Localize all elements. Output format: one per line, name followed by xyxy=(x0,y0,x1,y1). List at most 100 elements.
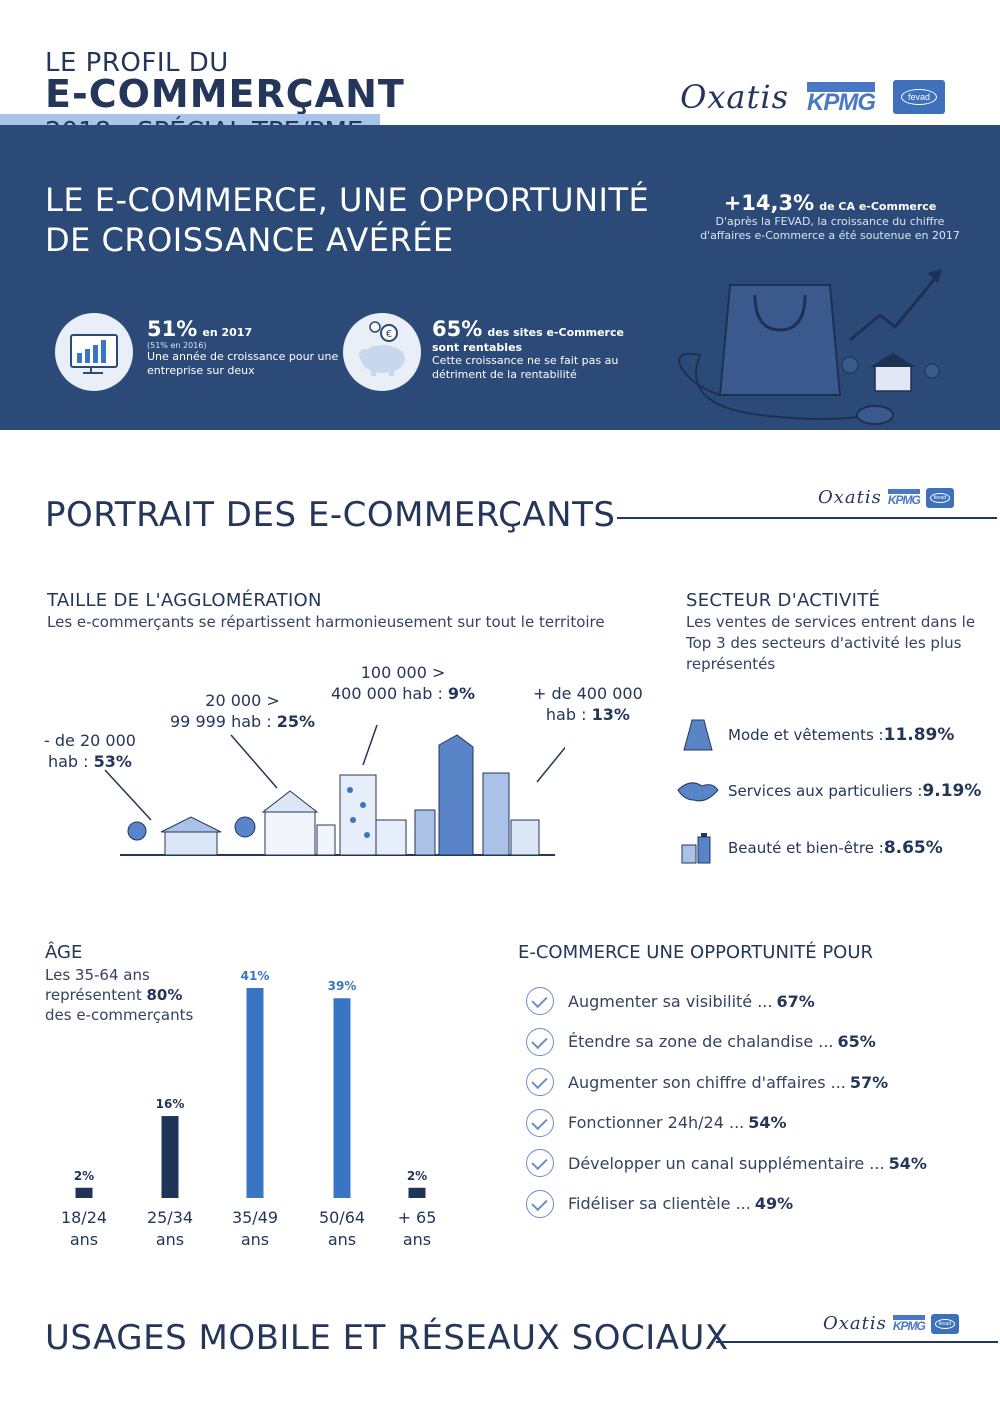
opportunity-label: Fidéliser sa clientèle ... xyxy=(568,1194,751,1213)
section-title-mobile: USAGES MOBILE ET RÉSEAUX SOCIAUX xyxy=(45,1318,729,1358)
stat2-value: 65% xyxy=(432,317,483,341)
sector-item: Mode et vêtements : 11.89% xyxy=(676,718,954,752)
agglo-label-line2: hab : xyxy=(47,752,94,771)
age-text: Les 35-64 ans représentent 80% des e-com… xyxy=(45,965,205,1025)
opportunity-label: Étendre sa zone de chalandise ... xyxy=(568,1032,834,1051)
agglo-label-line2: 99 999 hab : xyxy=(170,712,277,731)
age-category-label: ans xyxy=(70,1230,98,1249)
agglo-label-value: 53% xyxy=(93,752,132,771)
stat-revenue-growth: +14,3% de CA e-Commerce D'après la FEVAD… xyxy=(700,191,960,243)
agglo-label-line1: - de 20 000 xyxy=(44,731,136,750)
header: LE PROFIL DU E-COMMERÇANT 2018 - SPÉCIAL… xyxy=(0,0,1000,150)
opportunity-value: 57% xyxy=(849,1072,889,1092)
opportunity-item: Fonctionner 24h/24 ... 54% xyxy=(526,1108,787,1137)
age-category-label: 50/64 xyxy=(319,1208,365,1227)
mini-partner-logos: Oxatis KPMG fevad xyxy=(823,1313,959,1334)
mini-partner-logos: Oxatis KPMG fevad xyxy=(818,487,954,508)
age-bar xyxy=(246,988,264,1198)
check-circle-icon xyxy=(526,1068,554,1096)
agglo-label-value: 9% xyxy=(447,684,476,703)
oxatis-logo: Oxatis xyxy=(680,78,789,116)
stat1-suffix: en 2017 xyxy=(202,326,253,339)
opportunity-value: 49% xyxy=(754,1194,794,1213)
section-title-portrait: PORTRAIT DES E-COMMERÇANTS xyxy=(45,495,616,535)
agglo-label-small: - de 20 000 hab : 53% xyxy=(44,730,136,772)
sector-label: Beauté et bien-être : xyxy=(728,839,884,857)
sector-item: Beauté et bien-être : 8.65% xyxy=(676,831,943,865)
svg-text:€: € xyxy=(386,329,392,340)
opportunity-label: Augmenter son chiffre d'affaires ... xyxy=(568,1072,846,1092)
age-category-label: ans xyxy=(328,1230,356,1249)
agglo-text: Les e-commerçants se répartissent harmon… xyxy=(47,613,605,631)
stat-growth-companies: 51% en 2017 (51% en 2016) Une année de c… xyxy=(147,317,347,378)
fevad-logo-text: fevad xyxy=(900,89,938,105)
oxatis-logo: Oxatis xyxy=(823,1313,887,1334)
growth-title: LE E-COMMERCE, UNE OPPORTUNITÉ DE CROISS… xyxy=(45,180,649,260)
age-bar xyxy=(408,1187,426,1198)
kpmg-logo: KPMG xyxy=(807,81,876,114)
fevad-logo-text: fevad xyxy=(929,492,950,503)
sector-label: Mode et vêtements : xyxy=(728,726,884,744)
age-bar-chart: 2% 18/24 ans 16% 25/34 ans 41% 35/49 ans 39% 50/64… xyxy=(61,969,437,1249)
opportunity-label: Fonctionner 24h/24 ... xyxy=(568,1113,745,1132)
opportunity-item: Fidéliser sa clientèle ... 49% xyxy=(526,1189,794,1218)
age-category-label: 18/24 xyxy=(61,1208,107,1227)
agglo-heading: TAILLE DE L'AGGLOMÉRATION xyxy=(47,590,322,611)
growth-title-line2: DE CROISSANCE AVÉRÉE xyxy=(45,221,454,259)
stat-profitable-sites: 65% des sites e-Commerce sont rentables … xyxy=(432,317,652,382)
age-bar-value-label: 2% xyxy=(407,1169,427,1183)
stat1-text: Une année de croissance pour une entrepr… xyxy=(147,350,339,377)
agglo-label-metro: + de 400 000 hab : 13% xyxy=(533,683,643,725)
opportunity-value: 67% xyxy=(776,991,815,1011)
kpmg-logo: KPMG xyxy=(892,1315,926,1332)
check-circle-icon xyxy=(526,1108,554,1137)
stat3-suffix: de CA e-Commerce xyxy=(819,200,937,213)
agglo-label-line1: 20 000 > xyxy=(205,691,280,710)
age-category-label: 35/49 xyxy=(232,1208,278,1227)
stat2-text: Cette croissance ne se fait pas au détri… xyxy=(432,354,619,381)
opportunity-value: 54% xyxy=(888,1153,927,1173)
growth-band: LE E-COMMERCE, UNE OPPORTUNITÉ DE CROISS… xyxy=(0,125,1000,430)
age-bar-value-label: 2% xyxy=(74,1169,94,1183)
agglo-label-value: 13% xyxy=(591,705,630,724)
fevad-logo-text: fevad xyxy=(934,1318,955,1329)
opportunity-item: Augmenter sa visibilité ... 67% xyxy=(526,987,815,1015)
check-circle-icon xyxy=(526,1149,554,1177)
handshake-icon xyxy=(677,782,719,802)
agglo-label-value: 25% xyxy=(276,712,316,731)
opportunity-item: Augmenter son chiffre d'affaires ... 57% xyxy=(526,1068,888,1096)
stat3-value: +14,3% xyxy=(723,191,815,215)
fevad-logo: fevad xyxy=(925,487,954,508)
sector-value: 11.89% xyxy=(883,725,955,745)
stat1-note: (51% en 2016) xyxy=(147,341,207,350)
agglo-label-line2: 400 000 hab : xyxy=(331,684,448,703)
sector-item: Services aux particuliers : 9.19% xyxy=(676,774,981,808)
check-circle-icon xyxy=(526,1189,554,1218)
fevad-logo: fevad xyxy=(930,1313,959,1334)
age-text-before: Les 35-64 ans représentent xyxy=(45,966,150,1004)
stat1-value: 51% xyxy=(147,317,198,341)
sector-label: Services aux particuliers : xyxy=(728,782,923,800)
opportunity-value: 65% xyxy=(837,1032,876,1051)
header-title-line1: LE PROFIL DU xyxy=(45,48,229,78)
check-circle-icon xyxy=(526,1027,554,1056)
stat2-suffix: des sites e-Commerce xyxy=(487,326,624,339)
age-category-label: + 65 xyxy=(398,1208,437,1227)
opportunity-value: 54% xyxy=(748,1113,787,1132)
agglo-label-line1: 100 000 > xyxy=(360,663,446,682)
age-heading: ÂGE xyxy=(45,942,83,963)
shopping-bag-illustration xyxy=(678,269,942,425)
age-bar xyxy=(333,998,351,1198)
age-category-label: 25/34 xyxy=(147,1208,193,1227)
fevad-logo: fevad xyxy=(893,80,945,114)
kpmg-logo: KPMG xyxy=(887,489,921,506)
sector-value: 9.19% xyxy=(922,781,982,801)
section-divider xyxy=(617,517,997,519)
age-text-after: des e-commerçants xyxy=(45,1006,194,1024)
age-bar-value-label: 16% xyxy=(156,1097,185,1111)
agglo-label-line1: + de 400 000 xyxy=(533,684,643,703)
age-category-label: ans xyxy=(156,1230,184,1249)
oxatis-logo: Oxatis xyxy=(818,487,882,508)
agglo-label-large: 100 000 > 400 000 hab : 9% xyxy=(331,662,475,704)
opportunity-label: Augmenter sa visibilité ... xyxy=(568,991,773,1011)
